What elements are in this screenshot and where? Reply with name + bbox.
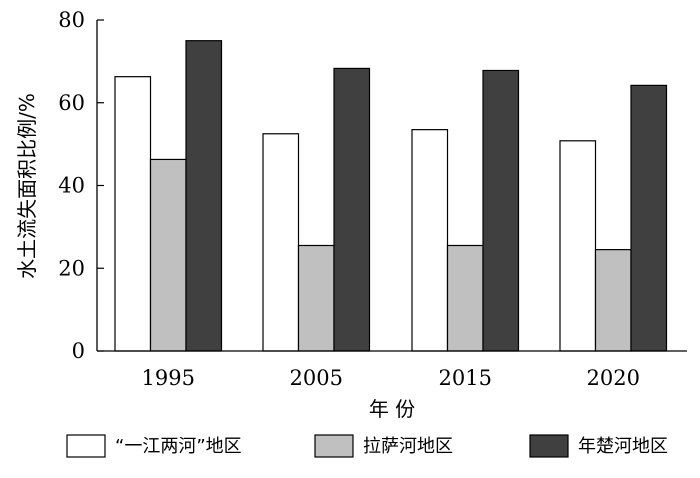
bar-2005-series-1 bbox=[262, 133, 300, 352]
legend-label-series-3: 年楚河地区 bbox=[578, 436, 668, 457]
legend-swatch-series-1 bbox=[66, 434, 106, 458]
bar-2015-series-1 bbox=[411, 129, 449, 352]
x-tick-label: 2005 bbox=[290, 366, 343, 390]
x-axis-title: 年 份 bbox=[369, 397, 415, 421]
legend-swatch-series-3 bbox=[529, 434, 569, 458]
legend-label-series-2: 拉萨河地区 bbox=[363, 436, 453, 457]
y-axis-title: 水土流失面积比例/% bbox=[15, 93, 39, 279]
y-tick-label: 0 bbox=[72, 339, 85, 363]
x-tick-label: 2020 bbox=[587, 366, 640, 390]
x-tick-label: 1995 bbox=[142, 366, 195, 390]
y-ticks-group: 0 20 40 60 80 bbox=[58, 8, 104, 363]
y-tick-label: 40 bbox=[58, 174, 85, 198]
y-tick-label: 60 bbox=[58, 91, 85, 115]
bar-1995-series-2 bbox=[149, 158, 187, 352]
bar-2015-series-3 bbox=[482, 69, 520, 352]
bar-2020-series-3 bbox=[630, 84, 668, 352]
bar-2020-series-1 bbox=[559, 140, 597, 352]
x-tick-label: 2015 bbox=[439, 366, 492, 390]
bar-1995-series-3 bbox=[185, 40, 223, 352]
legend-swatch-series-2 bbox=[314, 434, 354, 458]
bar-2005-series-3 bbox=[333, 67, 371, 352]
y-tick-label: 80 bbox=[58, 8, 85, 32]
bar-2015-series-2 bbox=[446, 244, 484, 352]
bars-group bbox=[114, 40, 668, 352]
y-tick-label: 20 bbox=[58, 256, 85, 280]
x-ticks-group: 1995 2005 2015 2020 bbox=[142, 366, 640, 390]
bar-2020-series-2 bbox=[594, 249, 632, 352]
legend-label-series-1: “一江两河”地区 bbox=[115, 436, 242, 457]
bar-2005-series-2 bbox=[297, 244, 335, 352]
bar-1995-series-1 bbox=[114, 76, 152, 352]
legend: “一江两河”地区 拉萨河地区 年楚河地区 bbox=[66, 434, 668, 458]
